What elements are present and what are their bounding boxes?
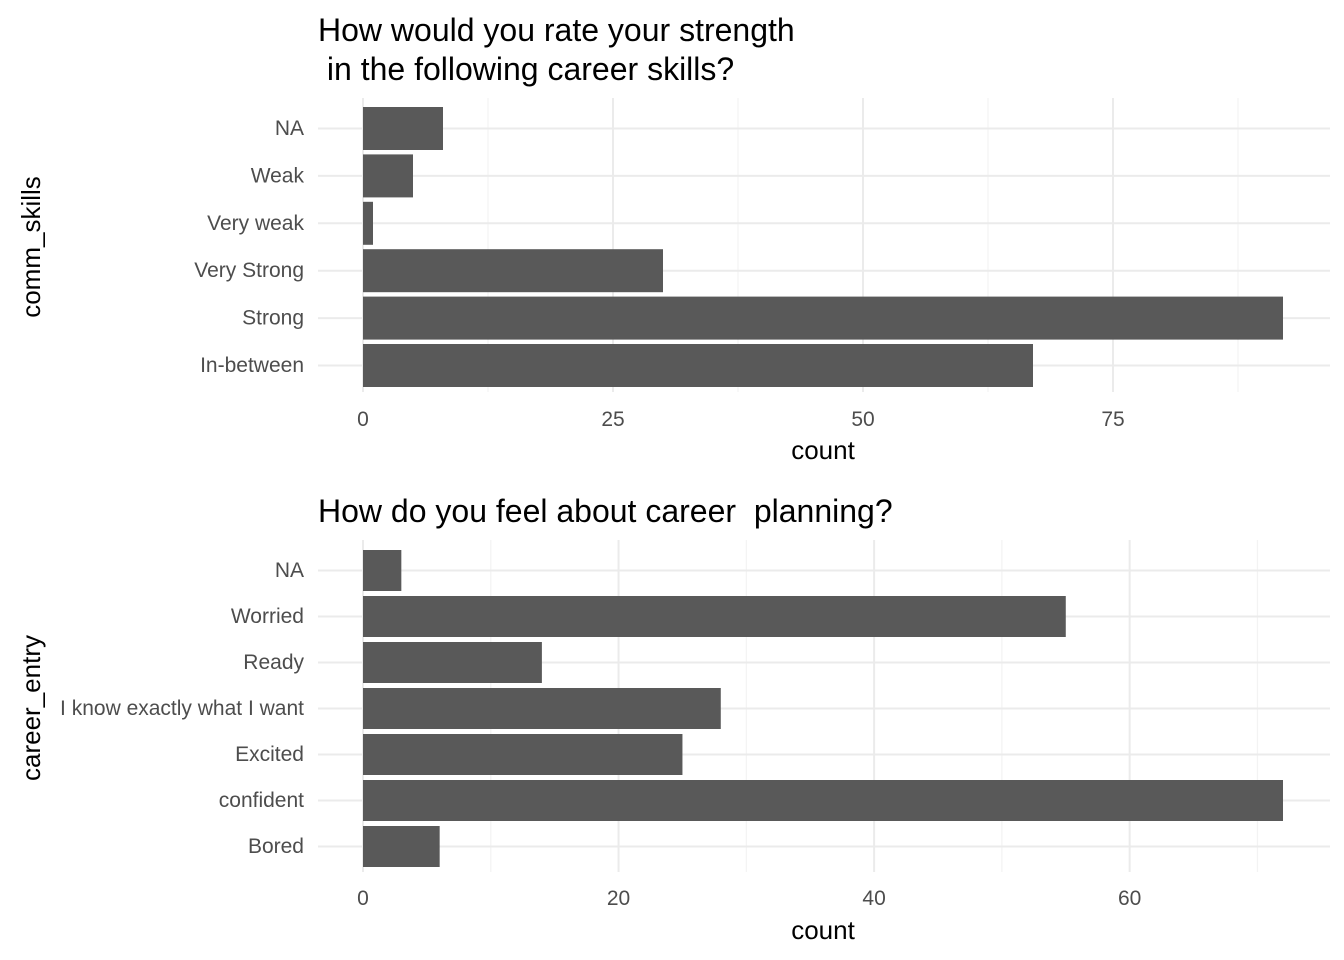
x-tick-label: 25 — [601, 408, 624, 431]
chart-title-line: How do you feel about career planning? — [318, 493, 893, 529]
chart-title-line: in the following career skills? — [318, 51, 734, 87]
bar — [363, 344, 1033, 387]
bar — [363, 642, 542, 683]
x-axis-label: count — [791, 915, 855, 945]
bar — [363, 201, 373, 245]
x-axis-label: count — [791, 435, 855, 465]
x-tick-label: 50 — [851, 408, 874, 431]
y-tick-label: Worried — [231, 605, 304, 628]
y-tick-label: Excited — [235, 743, 304, 766]
y-tick-label: NA — [275, 559, 304, 582]
y-tick-label: NA — [275, 117, 304, 140]
y-tick-label: Very Strong — [194, 259, 304, 282]
chart-panel-2: How do you feel about career planning? Bo… — [16, 493, 1330, 945]
y-tick-label: confident — [219, 789, 304, 812]
y-tick-label: In-between — [200, 354, 304, 377]
y-tick-label: Strong — [242, 307, 304, 330]
y-tick-label: Weak — [251, 164, 305, 187]
x-tick-label: 40 — [862, 887, 885, 910]
x-tick-label: 75 — [1101, 408, 1124, 431]
x-tick-label: 0 — [357, 887, 369, 910]
y-tick-label: Very weak — [207, 212, 304, 235]
bar — [363, 734, 683, 775]
x-tick-label: 20 — [607, 887, 630, 910]
bar — [363, 596, 1066, 637]
y-tick-label: Bored — [248, 835, 304, 858]
bar — [363, 550, 402, 591]
bar — [363, 107, 443, 150]
y-tick-label: Ready — [243, 651, 304, 674]
y-tick-label: I know exactly what I want — [60, 697, 304, 720]
bar — [363, 154, 413, 198]
x-tick-label: 60 — [1118, 887, 1141, 910]
chart-panel-1: How would you rate your strength in the … — [16, 12, 1330, 465]
bar — [363, 780, 1283, 821]
bar — [363, 249, 663, 293]
bar — [363, 688, 721, 729]
y-axis-label: career_entry — [16, 635, 46, 781]
y-axis-label: comm_skills — [16, 176, 46, 318]
bar — [363, 296, 1283, 340]
bar — [363, 826, 440, 867]
chart-title-line: How would you rate your strength — [318, 12, 795, 48]
x-tick-label: 0 — [357, 408, 369, 431]
